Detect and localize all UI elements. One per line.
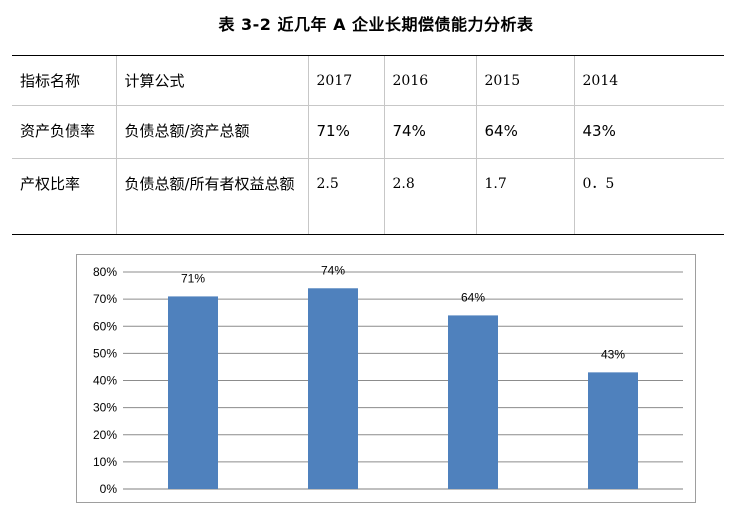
- y-tick-label: 70%: [93, 292, 117, 306]
- y-tick-label: 50%: [93, 346, 117, 360]
- table-cell: 43%: [573, 105, 724, 159]
- data-label: 74%: [321, 263, 345, 277]
- bar: [588, 372, 638, 489]
- bar: [308, 288, 358, 489]
- data-label: 64%: [461, 290, 485, 304]
- header-cell-formula: 计算公式: [115, 55, 308, 106]
- y-tick-label: 60%: [93, 319, 117, 333]
- bar: [448, 315, 498, 489]
- bar-chart: 0% 10% 20% 30% 40% 50% 60% 70% 80% 71% 74% 64% 43%: [93, 263, 683, 496]
- table-cell: 负债总额/资产总额: [115, 105, 308, 159]
- bar: [168, 296, 218, 489]
- table-cell: 资产负债率: [12, 105, 116, 159]
- y-tick-label: 80%: [93, 265, 117, 279]
- data-table: 指标名称 计算公式 2017 2016 2015 2014 资产负债率 负债总额…: [12, 55, 724, 235]
- header-cell-2016: 2016: [383, 55, 476, 106]
- y-tick-label: 40%: [93, 374, 117, 388]
- y-tick-label: 0%: [100, 482, 118, 496]
- table-row: 产权比率 负债总额/所有者权益总额 2.5 2.8 1.7 0．5: [12, 158, 724, 235]
- table-cell: 71%: [307, 105, 384, 159]
- table-cell: 1.7: [475, 158, 574, 235]
- y-tick-label: 20%: [93, 428, 117, 442]
- header-cell-indicator: 指标名称: [12, 55, 116, 106]
- header-cell-2017: 2017: [307, 55, 384, 106]
- header-cell-2015: 2015: [475, 55, 574, 106]
- table-cell: 64%: [475, 105, 574, 159]
- table-title: 表 3-2 近几年 A 企业长期偿债能力分析表: [218, 15, 534, 34]
- header-cell-2014: 2014: [573, 55, 724, 106]
- table-cell: 0．5: [573, 158, 724, 235]
- table-row: 资产负债率 负债总额/资产总额 71% 74% 64% 43%: [12, 105, 724, 159]
- table-cell: 负债总额/所有者权益总额: [115, 158, 308, 235]
- table-cell: 产权比率: [12, 158, 116, 235]
- y-tick-label: 30%: [93, 401, 117, 415]
- table-cell: 74%: [383, 105, 476, 159]
- table-cell: 2.5: [307, 158, 384, 235]
- data-label: 43%: [601, 347, 625, 361]
- data-label: 71%: [181, 271, 205, 285]
- table-cell: 2.8: [383, 158, 476, 235]
- table-header-row: 指标名称 计算公式 2017 2016 2015 2014: [12, 55, 724, 106]
- y-tick-label: 10%: [93, 455, 117, 469]
- bar-chart-frame: 0% 10% 20% 30% 40% 50% 60% 70% 80% 71% 74% 64% 43%: [76, 254, 696, 503]
